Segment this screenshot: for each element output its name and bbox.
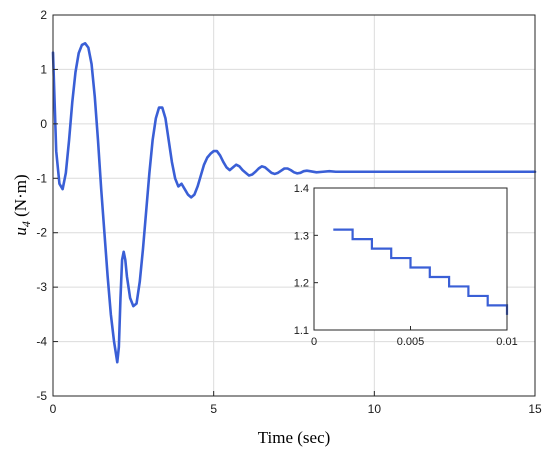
inset-y-tick-labels: 1.1 1.2 1.3 1.4 bbox=[294, 183, 318, 337]
y-axis-label-unit: (N·m) bbox=[11, 174, 30, 221]
inset-x-tick-labels: 0 0.005 0.01 bbox=[311, 326, 518, 348]
main-y-tick-label: -2 bbox=[36, 226, 47, 240]
y-axis-label: u4 (N·m) bbox=[11, 174, 33, 235]
main-y-tick-label: -4 bbox=[36, 335, 47, 349]
main-y-tick-label: -5 bbox=[36, 389, 47, 403]
main-x-tick-label: 10 bbox=[368, 402, 382, 416]
inset-y-tick-label: 1.4 bbox=[294, 183, 309, 195]
main-y-tick-label: -3 bbox=[36, 280, 47, 294]
inset-y-tick-label: 1.1 bbox=[294, 325, 309, 337]
main-x-tick-label: 5 bbox=[210, 402, 217, 416]
inset-x-tick-label: 0.005 bbox=[397, 336, 425, 348]
inset-x-tick-label: 0 bbox=[311, 336, 317, 348]
main-y-tick-label: 2 bbox=[40, 8, 47, 22]
main-y-tick-label: 0 bbox=[40, 117, 47, 131]
inset-series-line bbox=[333, 228, 509, 315]
main-x-tick-label: 0 bbox=[50, 402, 57, 416]
main-x-tick-label: 15 bbox=[528, 402, 542, 416]
inset-x-tick-label: 0.01 bbox=[496, 336, 517, 348]
main-y-tick-labels: -5 -4 -3 -2 -1 0 1 2 bbox=[36, 8, 58, 403]
main-x-tick-labels: 0 5 10 15 bbox=[50, 391, 542, 416]
y-axis-label-symbol: u bbox=[11, 227, 30, 236]
inset-y-tick-label: 1.3 bbox=[294, 230, 309, 242]
inset-plot: 0 0.005 0.01 1.1 1.2 1.3 1.4 bbox=[294, 183, 518, 348]
main-y-tick-label: 1 bbox=[40, 62, 47, 76]
y-axis-label-subscript: 4 bbox=[19, 221, 33, 227]
inset-y-tick-label: 1.2 bbox=[294, 278, 309, 290]
main-y-tick-label: -1 bbox=[36, 171, 47, 185]
main-plot-frame bbox=[52, 14, 536, 397]
x-axis-label: Time (sec) bbox=[258, 428, 331, 447]
main-series-line bbox=[51, 42, 537, 364]
